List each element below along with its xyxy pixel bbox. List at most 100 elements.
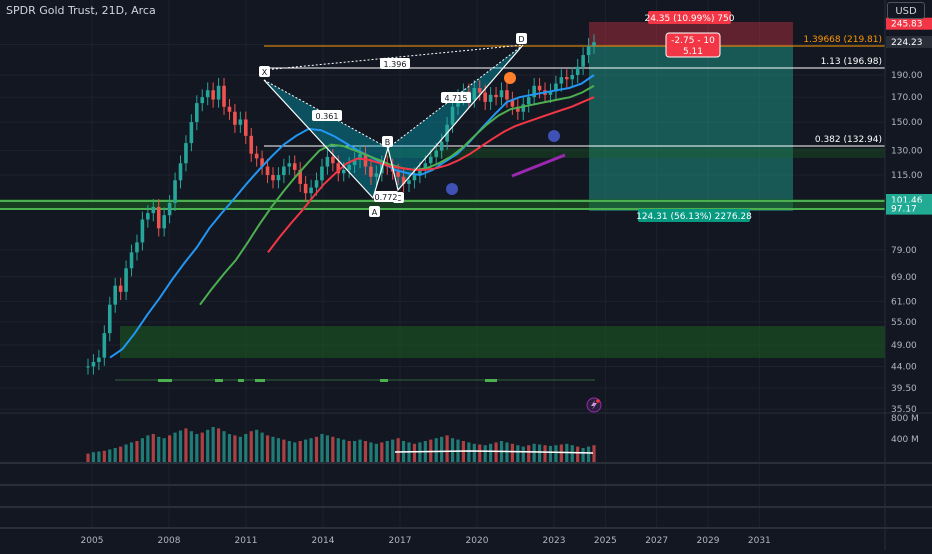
ratio-label-0772: 0.772 xyxy=(374,191,398,202)
svg-text:101.46: 101.46 xyxy=(891,196,923,206)
volume-bar xyxy=(434,438,438,462)
candle-body xyxy=(494,94,498,98)
candle-body xyxy=(86,366,90,368)
volume-bar xyxy=(440,436,444,462)
chart-title: SPDR Gold Trust, 21D, Arca xyxy=(6,4,156,17)
volume-bar xyxy=(353,441,357,462)
price-tick-label: 44.00 xyxy=(891,362,917,372)
price-tick-label: 69.00 xyxy=(891,273,917,283)
volume-bar xyxy=(412,443,417,462)
volume-bars xyxy=(86,427,596,462)
volume-bar xyxy=(233,435,237,462)
volume-bar xyxy=(178,430,183,462)
point-x-label: X xyxy=(259,66,270,77)
volume-bar xyxy=(358,439,362,462)
candle-body xyxy=(537,85,542,91)
svg-text:D: D xyxy=(518,35,524,44)
svg-text:4.715: 4.715 xyxy=(445,94,468,103)
candle-body xyxy=(282,166,286,176)
currency-button[interactable]: USD xyxy=(887,2,925,19)
volume-bar xyxy=(391,439,395,462)
candle-body xyxy=(227,106,232,112)
volume-bar xyxy=(592,445,596,462)
moving-average-line xyxy=(109,74,595,359)
volume-bar xyxy=(200,432,204,462)
price-badge: 97.17 xyxy=(886,202,932,215)
ratio-label-1396: 1.396 xyxy=(380,58,410,69)
panel-separator-4 xyxy=(0,527,932,529)
svg-text:245.83: 245.83 xyxy=(891,20,923,30)
svg-text:224.23: 224.23 xyxy=(891,38,923,48)
volume-axis: 800 M 400 M xyxy=(891,414,919,445)
candle-body xyxy=(423,163,428,170)
volume-bar xyxy=(554,445,558,462)
volume-bar xyxy=(445,435,449,462)
volume-bar xyxy=(494,442,498,462)
point-d-label: D xyxy=(516,33,527,44)
price-tick-label: 39.50 xyxy=(891,384,917,394)
point-b-label: B xyxy=(382,136,393,147)
time-tick-label: 2014 xyxy=(312,536,335,546)
marker-blue-dot-2 xyxy=(446,183,458,195)
candle-body xyxy=(554,83,558,92)
candle-body xyxy=(222,85,226,107)
candle-body xyxy=(189,122,194,144)
candle-body xyxy=(374,173,379,177)
harmonic-xb-dotted xyxy=(263,79,389,149)
time-axis[interactable]: 2005 2008 2011 2014 2017 2020 2023 2025 2027 2029… xyxy=(81,536,771,546)
volume-bar xyxy=(385,441,389,462)
candle-body xyxy=(401,176,406,184)
candle-body xyxy=(347,164,351,170)
svg-text:0.361: 0.361 xyxy=(316,112,339,121)
candle-body xyxy=(314,180,319,188)
candle-body xyxy=(548,91,553,95)
flash-icon[interactable] xyxy=(586,397,602,413)
candle-body xyxy=(233,111,237,125)
volume-bar xyxy=(211,427,215,462)
candle-body xyxy=(195,103,199,123)
volume-bar xyxy=(450,438,455,462)
moving-average-line xyxy=(267,96,595,254)
point-a-label: A xyxy=(369,206,380,217)
volume-bar xyxy=(489,443,493,462)
price-badge: 224.23 xyxy=(886,35,932,48)
price-tick-label: 190.00 xyxy=(891,71,923,81)
price-axis[interactable]: 221.48190.00170.00150.00130.00115.0079.0… xyxy=(891,40,923,415)
candle-body xyxy=(428,156,433,164)
volume-bar xyxy=(304,439,308,462)
volume-bar xyxy=(586,446,591,462)
volume-bar xyxy=(331,436,335,462)
candle-body xyxy=(184,143,188,164)
consolidation-zone xyxy=(385,148,885,158)
candle-body xyxy=(238,119,243,125)
level-label-113: 1.13 (196.98) xyxy=(821,57,882,67)
time-tick-label: 2029 xyxy=(697,536,720,546)
candle-body xyxy=(309,187,313,194)
volume-bar xyxy=(336,438,340,462)
candle-body xyxy=(102,333,107,358)
candle-body xyxy=(205,90,210,98)
volume-bar xyxy=(325,435,329,462)
candle-body xyxy=(303,183,308,194)
candle-body xyxy=(477,87,482,93)
volume-bar xyxy=(467,442,471,462)
volume-bar xyxy=(472,443,476,462)
volume-bar xyxy=(380,442,384,462)
volume-bar xyxy=(173,432,177,462)
price-tick-label: 55.00 xyxy=(891,318,917,328)
candle-body xyxy=(564,77,569,80)
candle-body xyxy=(325,156,330,167)
candle-body xyxy=(287,163,292,167)
time-tick-label: 2005 xyxy=(81,536,104,546)
volume-bar xyxy=(537,444,542,462)
volume-bar xyxy=(124,444,128,462)
candle-body xyxy=(450,106,455,125)
volume-bar xyxy=(265,435,270,462)
volume-bar xyxy=(244,434,248,462)
candle-body xyxy=(521,104,526,112)
volume-bar xyxy=(581,448,585,462)
svg-text:A: A xyxy=(372,208,378,217)
time-tick-label: 2011 xyxy=(235,536,258,546)
candle-body xyxy=(178,163,183,181)
